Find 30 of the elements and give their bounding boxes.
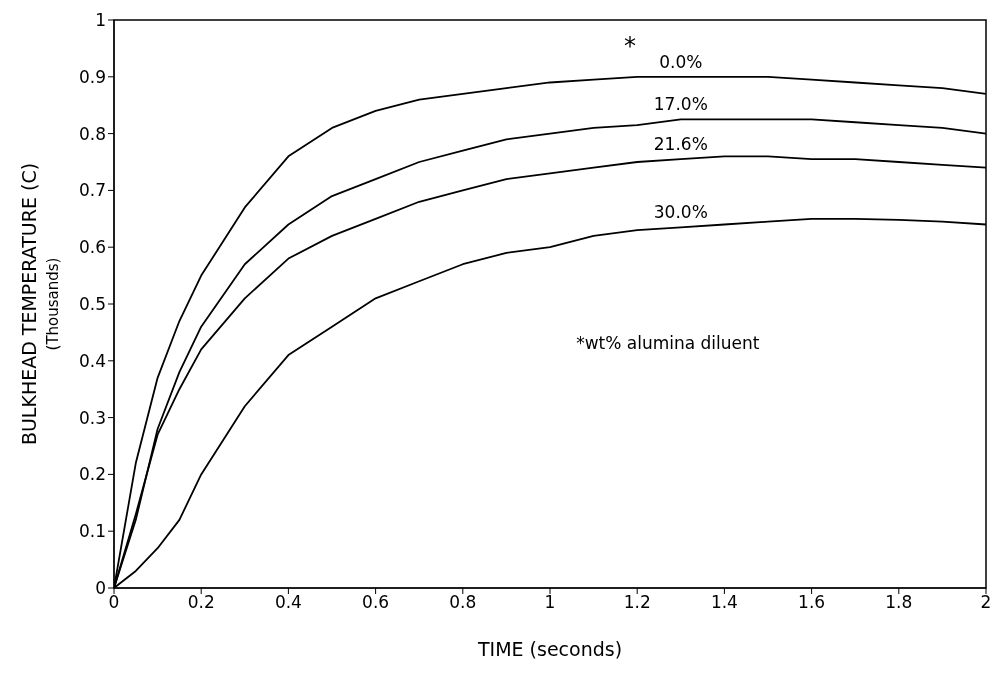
y-tick-label: 0.6 xyxy=(78,237,106,258)
annotation: * xyxy=(624,32,637,61)
x-tick-label: 0.8 xyxy=(449,592,477,613)
x-tick-label: 1.8 xyxy=(885,592,913,613)
x-tick-label: 1 xyxy=(544,592,556,613)
series-label: 30.0% xyxy=(653,202,708,223)
y-tick-label: 0.7 xyxy=(78,180,106,201)
x-tick-label: 0.4 xyxy=(274,592,302,613)
x-tick-label: 0.2 xyxy=(187,592,215,613)
y-tick-label: 0 xyxy=(95,578,106,599)
y-tick-label: 1 xyxy=(95,10,106,31)
x-axis-title: TIME (seconds) xyxy=(476,638,623,660)
x-tick-label: 2 xyxy=(980,592,992,613)
x-tick-label: 0.6 xyxy=(362,592,390,613)
y-tick-label: 0.5 xyxy=(78,294,106,315)
y-tick-label: 0.8 xyxy=(78,123,106,144)
series-label: 21.6% xyxy=(653,134,708,155)
y-tick-label: 0.1 xyxy=(78,521,106,542)
y-tick-label: 0.4 xyxy=(78,350,106,371)
y-axis-title: BULKHEAD TEMPERATURE (C) (Thousands) xyxy=(18,162,62,446)
series-label: 17.0% xyxy=(653,94,708,115)
x-tick-label: 0 xyxy=(108,592,120,613)
series-label: 0.0% xyxy=(659,51,703,72)
y-tick-label: 0.9 xyxy=(78,66,106,87)
x-tick-label: 1.4 xyxy=(710,592,738,613)
y-tick-label: 0.2 xyxy=(78,464,106,485)
annotation: *wt% alumina diluent xyxy=(576,333,760,354)
y-tick-label: 0.3 xyxy=(78,407,106,428)
x-tick-label: 1.2 xyxy=(623,592,651,613)
x-tick-label: 1.6 xyxy=(798,592,826,613)
